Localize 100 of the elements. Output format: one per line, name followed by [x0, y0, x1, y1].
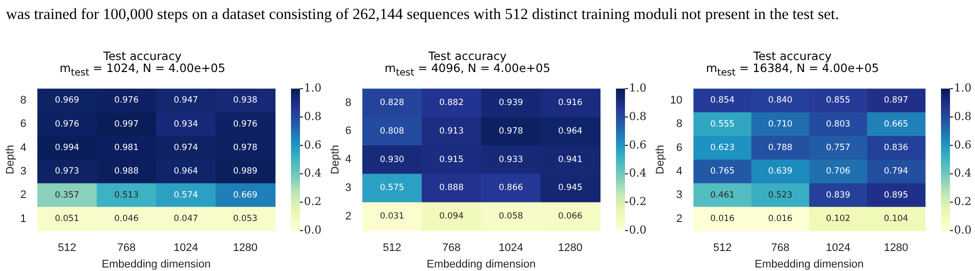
color-bar-label: 1.0 — [304, 82, 322, 95]
y-axis-title: Depth — [654, 145, 667, 175]
data-label: 0.836 — [884, 143, 908, 154]
y-tick-label: 8 — [345, 97, 352, 110]
color-bar-label: 1.0 — [954, 82, 972, 95]
data-label: 0.757 — [826, 143, 850, 154]
color-bar-label: 0.4 — [629, 166, 646, 180]
y-axis-title: Depth — [330, 145, 342, 175]
data-label: 0.031 — [380, 212, 404, 222]
chart-subtitle: m$_{test}$ = 16384, N = 4.00e+05 — [706, 61, 879, 78]
data-label: 0.913 — [439, 126, 464, 137]
data-label: 0.839 — [826, 190, 850, 201]
x-tick-label: 512 — [58, 242, 76, 255]
data-label: 0.710 — [768, 120, 792, 130]
data-label: 0.051 — [54, 214, 80, 224]
text: was trained for 100,000 steps on a dataset consisting of 262,144 sequences with 512 distinct training moduli not present in the test set. — [6, 6, 840, 24]
data-label: 0.047 — [174, 214, 198, 224]
data-label: 0.897 — [884, 96, 908, 106]
data-label: 0.046 — [114, 214, 139, 224]
data-label: 0.104 — [884, 214, 908, 224]
x-tick-label: 1024 — [498, 242, 524, 255]
data-label: 0.866 — [498, 184, 524, 194]
data-label: 0.053 — [233, 214, 258, 224]
chart-title: Test accuracy — [428, 49, 507, 63]
data-label: 0.094 — [439, 212, 464, 222]
data-label: 0.930 — [380, 155, 404, 166]
data-label: 0.976 — [54, 120, 80, 130]
data-label: 0.794 — [884, 166, 908, 177]
color-bar-label: 0.0 — [954, 224, 972, 237]
x-tick-label: 512 — [713, 242, 732, 255]
y-tick-label: 3 — [20, 166, 26, 178]
y-tick-label: 6 — [20, 118, 26, 130]
color-bar-label: 0.0 — [629, 224, 646, 237]
data-label: 0.016 — [710, 214, 735, 224]
color-bar-label: 1.0 — [629, 82, 646, 95]
x-tick-label: 1024 — [826, 242, 850, 255]
color-bar-label: 0.8 — [629, 110, 646, 124]
y-tick-label: 4 — [345, 154, 352, 166]
data-label: 0.803 — [826, 120, 850, 130]
data-label: 0.102 — [826, 214, 850, 224]
color-bar-label: 0.6 — [304, 138, 322, 152]
data-label: 0.981 — [114, 143, 139, 154]
data-label: 0.016 — [768, 214, 792, 224]
data-label: 0.895 — [884, 190, 908, 201]
data-label: 0.706 — [826, 166, 850, 177]
data-label: 0.988 — [114, 166, 139, 177]
y-tick-label: 8 — [20, 94, 26, 107]
data-label: 0.934 — [174, 120, 198, 130]
data-label: 0.994 — [54, 143, 80, 154]
data-label: 0.828 — [380, 98, 404, 108]
data-label: 0.555 — [710, 120, 735, 130]
y-tick-label: 6 — [345, 126, 352, 138]
chart-subtitle: m$_{test}$ = 4096, N = 4.00e+05 — [384, 61, 550, 78]
data-label: 0.058 — [498, 212, 524, 222]
data-label: 0.357 — [54, 190, 80, 201]
data-label: 0.947 — [174, 96, 198, 106]
x-tick-label: 1024 — [174, 242, 198, 255]
data-label: 0.855 — [826, 96, 850, 106]
y-tick-label: 2 — [20, 189, 26, 202]
y-tick-label: 6 — [676, 142, 682, 154]
data-label: 0.939 — [498, 98, 524, 108]
data-label: 0.973 — [54, 166, 80, 177]
x-tick-label: 1280 — [884, 242, 908, 255]
data-label: 0.997 — [114, 120, 139, 130]
chart-title: Test accuracy — [753, 49, 832, 63]
data-label: 0.974 — [174, 143, 198, 154]
data-label: 0.964 — [558, 126, 582, 137]
x-tick-label: 768 — [771, 242, 790, 255]
data-label: 0.915 — [439, 155, 464, 166]
data-label: 0.941 — [558, 155, 582, 166]
color-bar-label: 0.4 — [304, 166, 322, 180]
data-label: 0.976 — [233, 120, 258, 130]
data-label: 0.978 — [233, 143, 258, 154]
data-label: 0.854 — [710, 96, 735, 106]
color-bar-label: 0.2 — [629, 195, 646, 208]
data-label: 0.916 — [558, 98, 582, 108]
data-label: 0.665 — [884, 120, 908, 130]
x-tick-label: 1280 — [558, 242, 583, 255]
data-label: 0.882 — [439, 98, 464, 108]
data-label: 0.639 — [768, 166, 792, 177]
y-tick-label: 1 — [20, 213, 26, 226]
color-bar-label: 0.6 — [954, 138, 972, 152]
x-axis-title: Embedding dimension — [426, 258, 536, 271]
data-label: 0.066 — [558, 212, 582, 222]
color-bar-label: 0.2 — [304, 195, 322, 208]
x-axis-title: Embedding dimension — [754, 258, 864, 271]
x-tick-label: 768 — [117, 242, 136, 255]
data-label: 0.964 — [174, 166, 198, 177]
color-bar-label: 0.8 — [304, 110, 322, 124]
y-tick-label: 2 — [676, 213, 682, 226]
y-tick-label: 4 — [20, 142, 26, 154]
data-label: 0.989 — [233, 166, 258, 177]
x-tick-label: 512 — [382, 242, 402, 255]
data-label: 0.788 — [768, 143, 792, 154]
x-axis-title: Embedding dimension — [102, 258, 211, 271]
color-bar-label: 0.0 — [304, 224, 322, 237]
data-label: 0.808 — [380, 126, 404, 137]
x-tick-label: 768 — [442, 242, 461, 255]
data-label: 0.765 — [710, 166, 735, 177]
chart-title: Test accuracy — [103, 49, 182, 63]
